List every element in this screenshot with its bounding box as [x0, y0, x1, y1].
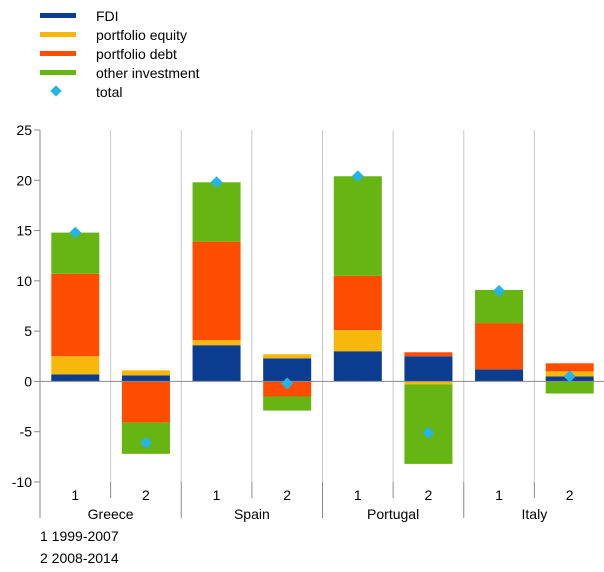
bar-segment-FDI: [404, 356, 453, 382]
legend-label-fdi: FDI: [96, 7, 119, 24]
bar-segment-other-investment: [404, 384, 453, 464]
footnote-period-1: 1 1999-2007: [40, 528, 119, 544]
legend-swatch-portfolio-debt: [40, 51, 76, 56]
bar-segment-portfolio-debt: [333, 275, 382, 331]
y-tick-label: 10: [16, 273, 32, 289]
bar-segment-portfolio-debt: [545, 363, 594, 372]
bar-segment-portfolio-equity: [192, 340, 241, 346]
bar-segment-FDI: [475, 369, 524, 382]
x-tick-label: 2: [425, 487, 433, 503]
group-label: Italy: [522, 506, 548, 522]
bar-segment-portfolio-equity: [121, 370, 170, 376]
legend-label-portfolio-equity: portfolio equity: [96, 26, 188, 43]
legend-item-fdi: FDI: [40, 6, 200, 25]
bar-segment-portfolio-equity: [51, 356, 100, 375]
bar-segment-portfolio-debt: [192, 241, 241, 341]
bar-segment-portfolio-debt: [404, 352, 453, 357]
y-tick-label: 20: [16, 172, 32, 188]
bar-segment-portfolio-equity: [333, 330, 382, 352]
bar-segment-portfolio-debt: [475, 323, 524, 370]
total-marker: [422, 426, 435, 439]
total-marker: [493, 284, 506, 297]
bar-segment-other-investment: [51, 232, 100, 274]
legend-item-other-investment: other investment: [40, 63, 200, 82]
y-tick-label: -10: [12, 474, 32, 490]
x-tick-label: 1: [354, 487, 362, 503]
bar-segment-portfolio-debt: [121, 381, 170, 423]
footnote-period-2: 2 2008-2014: [40, 550, 119, 566]
bar-segment-other-investment: [545, 381, 594, 394]
legend-label-other-investment: other investment: [96, 64, 200, 81]
x-tick-label: 2: [566, 487, 574, 503]
legend-item-portfolio-equity: portfolio equity: [40, 25, 200, 44]
y-tick-label: 5: [24, 323, 32, 339]
x-tick-label: 1: [71, 487, 79, 503]
group-label: Greece: [88, 506, 134, 522]
legend-label-total: total: [96, 83, 123, 100]
y-tick-label: 15: [16, 223, 32, 239]
bar-segment-FDI: [263, 358, 312, 382]
footnotes: 1 1999-2007 2 2008-2014: [40, 528, 119, 572]
total-marker: [139, 436, 152, 449]
total-marker: [563, 370, 576, 383]
legend: FDI portfolio equity portfolio debt othe…: [40, 6, 200, 101]
total-marker: [351, 170, 364, 183]
legend-item-portfolio-debt: portfolio debt: [40, 44, 200, 63]
bar-segment-FDI: [192, 345, 241, 382]
legend-swatch-portfolio-equity: [40, 32, 76, 37]
total-marker: [69, 226, 82, 239]
bar-segment-other-investment: [333, 176, 382, 276]
x-tick-label: 2: [142, 487, 150, 503]
y-tick-label: 0: [24, 373, 32, 389]
group-label: Portugal: [367, 506, 419, 522]
x-tick-label: 2: [283, 487, 291, 503]
bar-segment-FDI: [121, 375, 170, 382]
group-label: Spain: [234, 506, 270, 522]
bar-segment-portfolio-equity: [263, 354, 312, 359]
bar-segment-portfolio-debt: [51, 273, 100, 357]
bar-segment-FDI: [51, 374, 100, 382]
bar-segment-other-investment: [192, 182, 241, 242]
y-tick-label: 25: [16, 122, 32, 138]
y-tick-label: -5: [20, 424, 33, 440]
total-marker: [210, 176, 223, 189]
legend-swatch-other-investment: [40, 70, 76, 75]
bar-segment-portfolio-equity: [404, 381, 453, 385]
legend-swatch-fdi: [40, 13, 76, 18]
legend-item-total: total: [40, 82, 200, 101]
x-tick-label: 1: [495, 487, 503, 503]
bar-segment-other-investment: [263, 396, 312, 411]
legend-label-portfolio-debt: portfolio debt: [96, 45, 177, 62]
total-marker: [281, 377, 294, 390]
bar-segment-FDI: [333, 351, 382, 382]
x-tick-label: 1: [213, 487, 221, 503]
